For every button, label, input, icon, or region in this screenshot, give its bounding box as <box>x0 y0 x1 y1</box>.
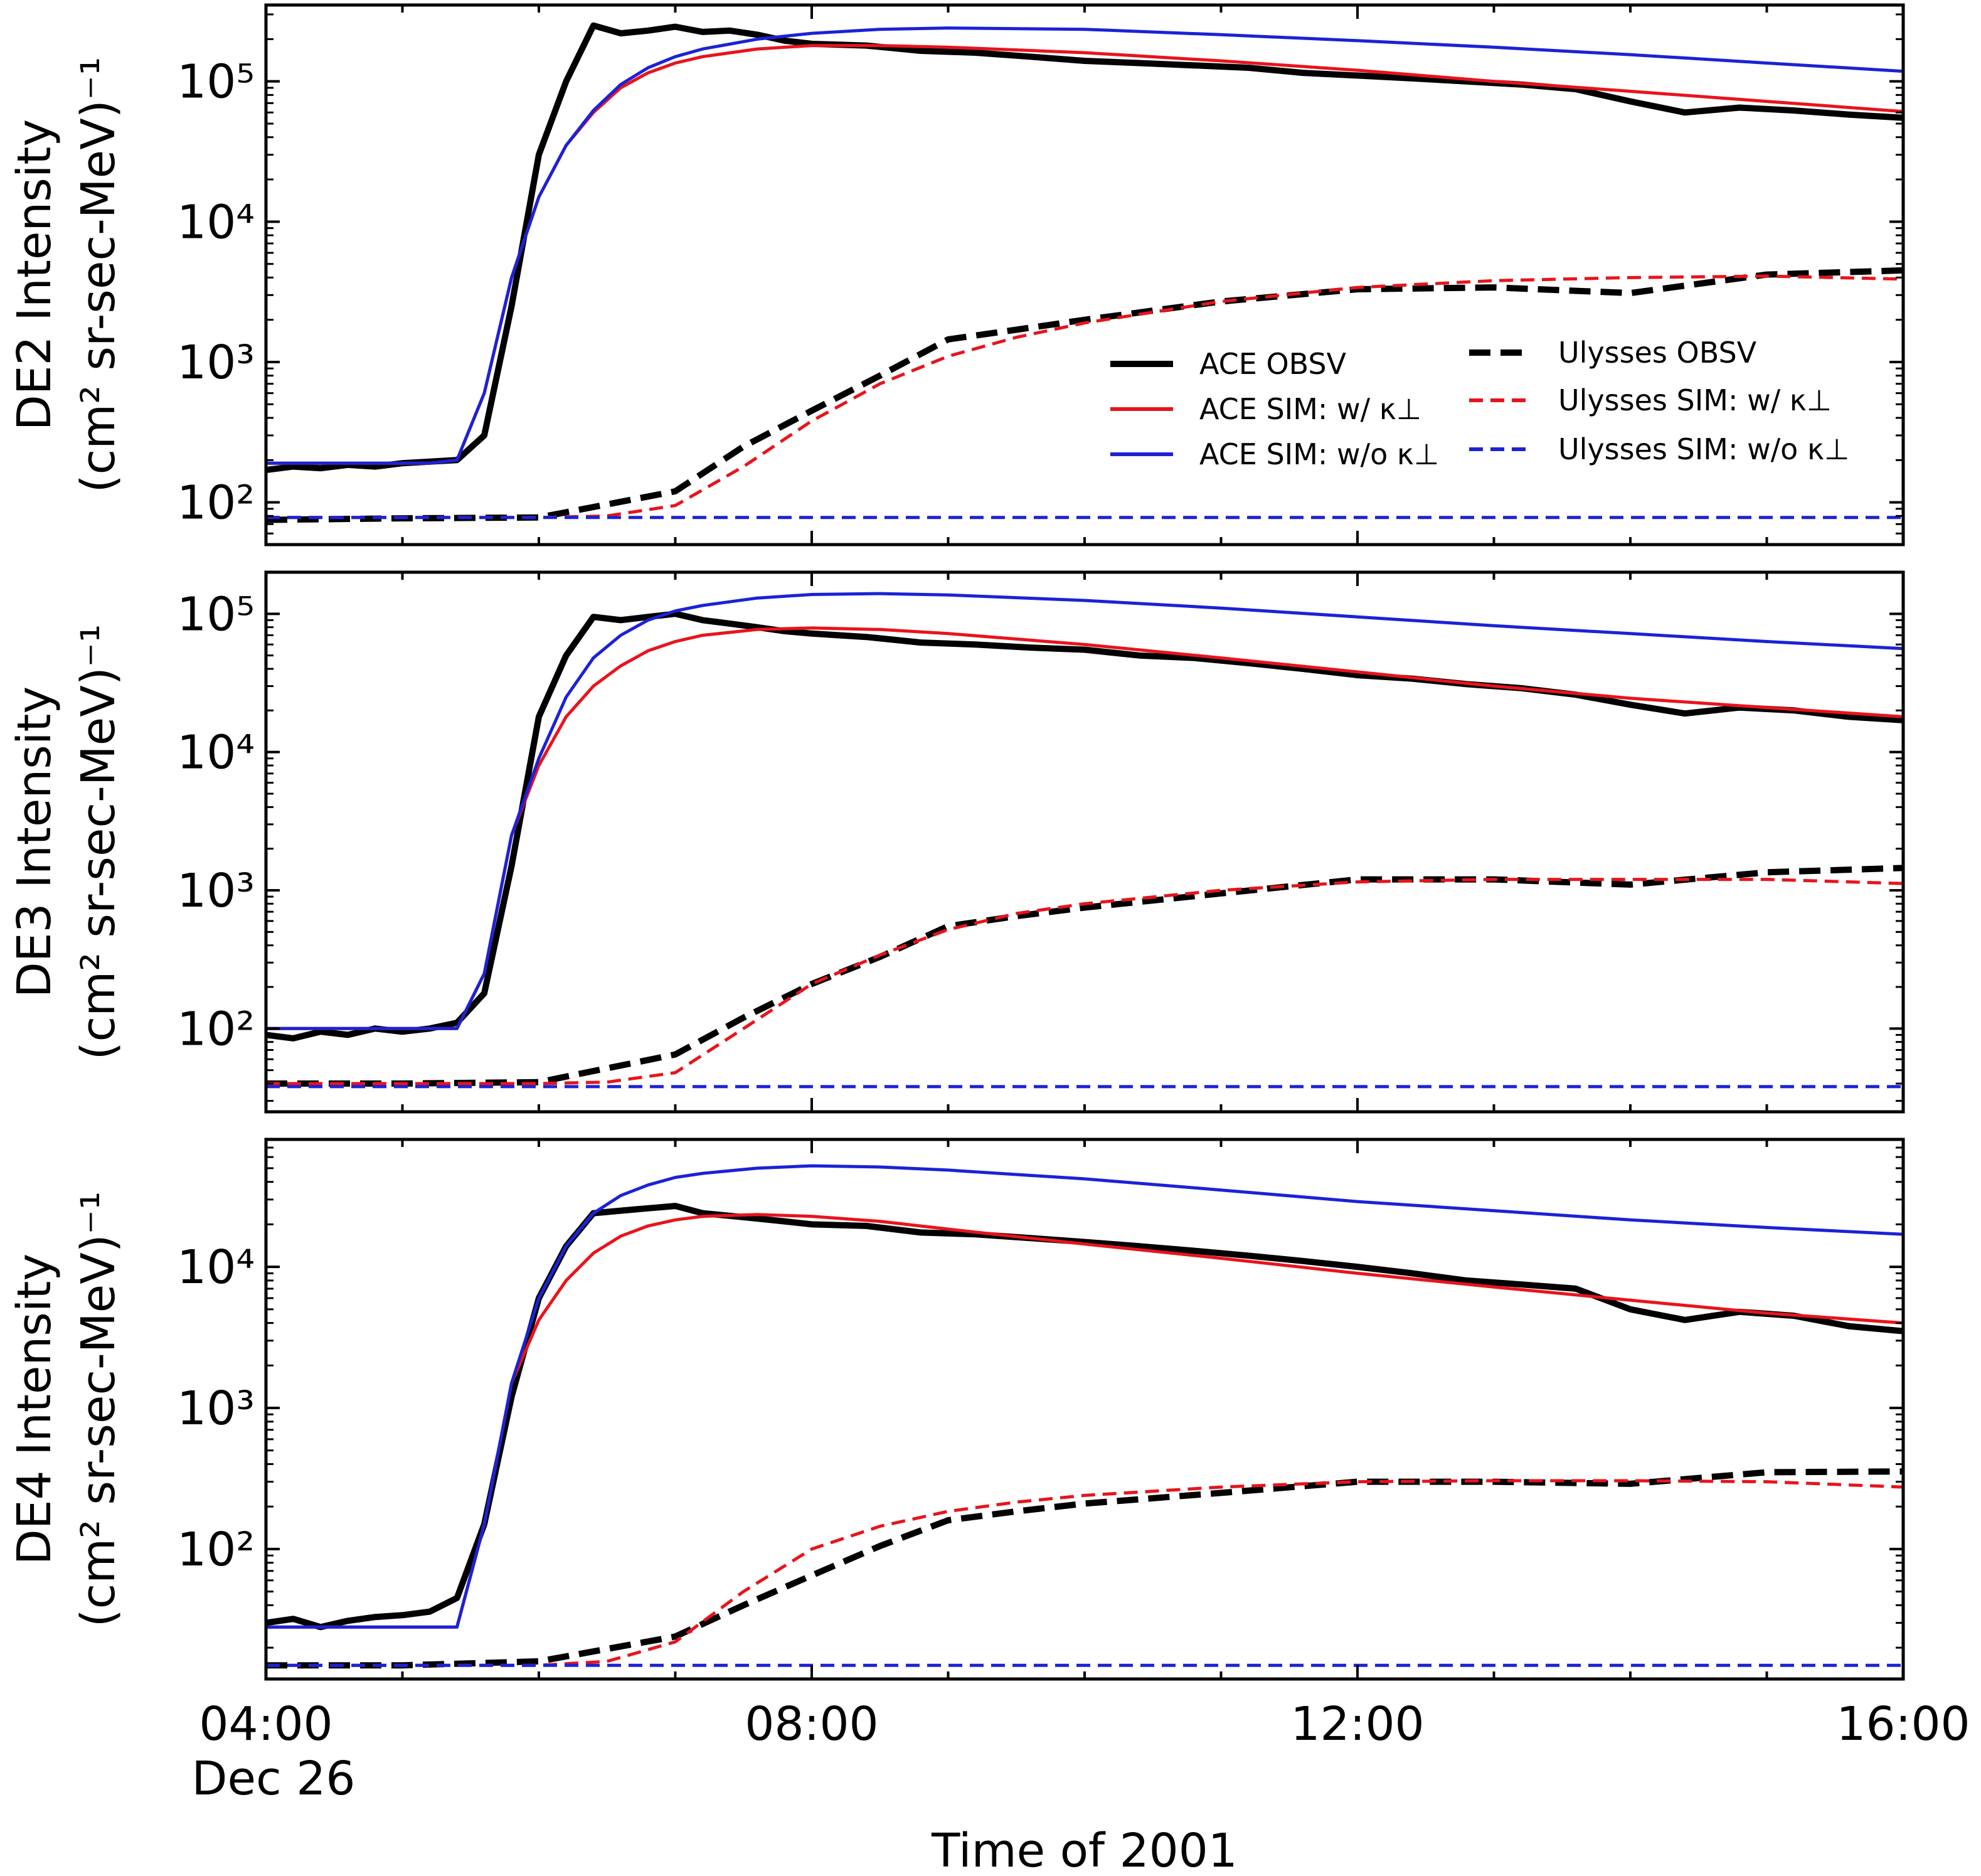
panel-de3-ytick-label: 10⁴ <box>177 726 255 780</box>
panel-de4: 10² 10³ 10⁴ DE4 Intensity (cm² sr-sec-MeV)… <box>8 1138 1905 1681</box>
panel-de3-ytick-label: 10³ <box>177 864 255 918</box>
panel-de3-ytick-label: 10² <box>177 1002 255 1056</box>
panel-de2-series-ulysses-obsv <box>265 267 1904 523</box>
legend-ace-obsv-label: ACE OBSV <box>1199 347 1347 381</box>
panel-de2: 10² 10³ 10⁴ 10⁵ DE2 Intensity (cm² sr-sec-M… <box>8 3 1905 546</box>
x-tick-label: 08:00 <box>745 1697 878 1751</box>
x-tick-label: 12:00 <box>1290 1697 1424 1751</box>
x-axis-label: Time of 2001 <box>931 1824 1238 1876</box>
panel-de4-ytick-label: 10⁴ <box>177 1240 255 1294</box>
panel-de4-ytick-label: 10² <box>177 1523 255 1577</box>
legend-ace-sim-wo-label: ACE SIM: w/o κ⊥ <box>1199 437 1439 471</box>
panel-de4-series-ace-obsv <box>265 1203 1904 1631</box>
panel-de2-ticks: 10² 10³ 10⁴ 10⁵ <box>177 5 1904 546</box>
panel-de2-ytick-label: 10³ <box>177 336 255 390</box>
x-tick-label: 16:00 <box>1836 1697 1970 1751</box>
panel-de2-frame <box>264 3 1905 546</box>
panel-de4-frame <box>264 1138 1905 1681</box>
panel-de4-series-ulysses-obsv <box>266 1468 1904 1669</box>
panel-de4-ytick-label: 10³ <box>177 1382 255 1436</box>
panel-de2-ylabel-line2: (cm² sr-sec-MeV)⁻¹ <box>72 57 125 493</box>
panel-de4-ylabel-line2: (cm² sr-sec-MeV)⁻¹ <box>72 1191 125 1628</box>
panel-de2-series-ulysses-sim-w <box>266 274 1904 520</box>
panel-de4-ticks: 10² 10³ 10⁴ <box>177 1138 1904 1679</box>
panel-de4-ylabel-line1: DE4 Intensity <box>8 1254 61 1565</box>
legend-uly-obsv-label: Ulysses OBSV <box>1558 336 1757 370</box>
panel-de4-series <box>265 1164 1904 1669</box>
panel-de3-ylabel-line2: (cm² sr-sec-MeV)⁻¹ <box>72 624 125 1060</box>
legend-uly-sim-w-label: Ulysses SIM: w/ κ⊥ <box>1558 383 1832 417</box>
panel-de3-frame <box>264 570 1905 1114</box>
panel-de2-ytick-label: 10⁵ <box>177 55 255 109</box>
panel-de2-series-ace-sim-w-o <box>266 26 1904 465</box>
date-label: Dec 26 <box>192 1752 356 1806</box>
legend-ace-sim-w-label: ACE SIM: w/ κ⊥ <box>1199 392 1421 426</box>
legend-uly-sim-wo-label: Ulysses SIM: w/o κ⊥ <box>1558 432 1849 466</box>
panel-de3-series-ulysses-obsv <box>266 865 1904 1087</box>
panel-de2-series <box>265 22 1904 523</box>
panel-de3-ylabel-line1: DE3 Intensity <box>8 686 61 998</box>
panel-de3-ytick-label: 10⁵ <box>177 587 255 641</box>
panel-de2-ytick-label: 10² <box>177 476 255 530</box>
panel-de3-series-ulysses-sim-w <box>266 878 1904 1085</box>
panel-de3: 10² 10³ 10⁴ 10⁵ DE3 Intensity (cm² sr-sec-M… <box>8 570 1905 1114</box>
panel-de3-series-ace-sim-w-o <box>266 592 1904 1030</box>
panel-de2-ytick-label: 10⁴ <box>177 195 255 249</box>
panel-de4-series-ulysses-sim-w <box>266 1479 1904 1667</box>
legend: ACE OBSV ACE SIM: w/ κ⊥ ACE SIM: w/o κ⊥ … <box>1110 336 1849 471</box>
panel-de4-series-ace-sim-w-o <box>266 1164 1904 1629</box>
x-tick-labels: 04:00 08:00 12:00 16:00 <box>199 1697 1970 1751</box>
panel-de2-ylabel-line1: DE2 Intensity <box>8 119 61 430</box>
x-tick-label: 04:00 <box>199 1697 332 1751</box>
panel-de3-series <box>265 592 1904 1089</box>
